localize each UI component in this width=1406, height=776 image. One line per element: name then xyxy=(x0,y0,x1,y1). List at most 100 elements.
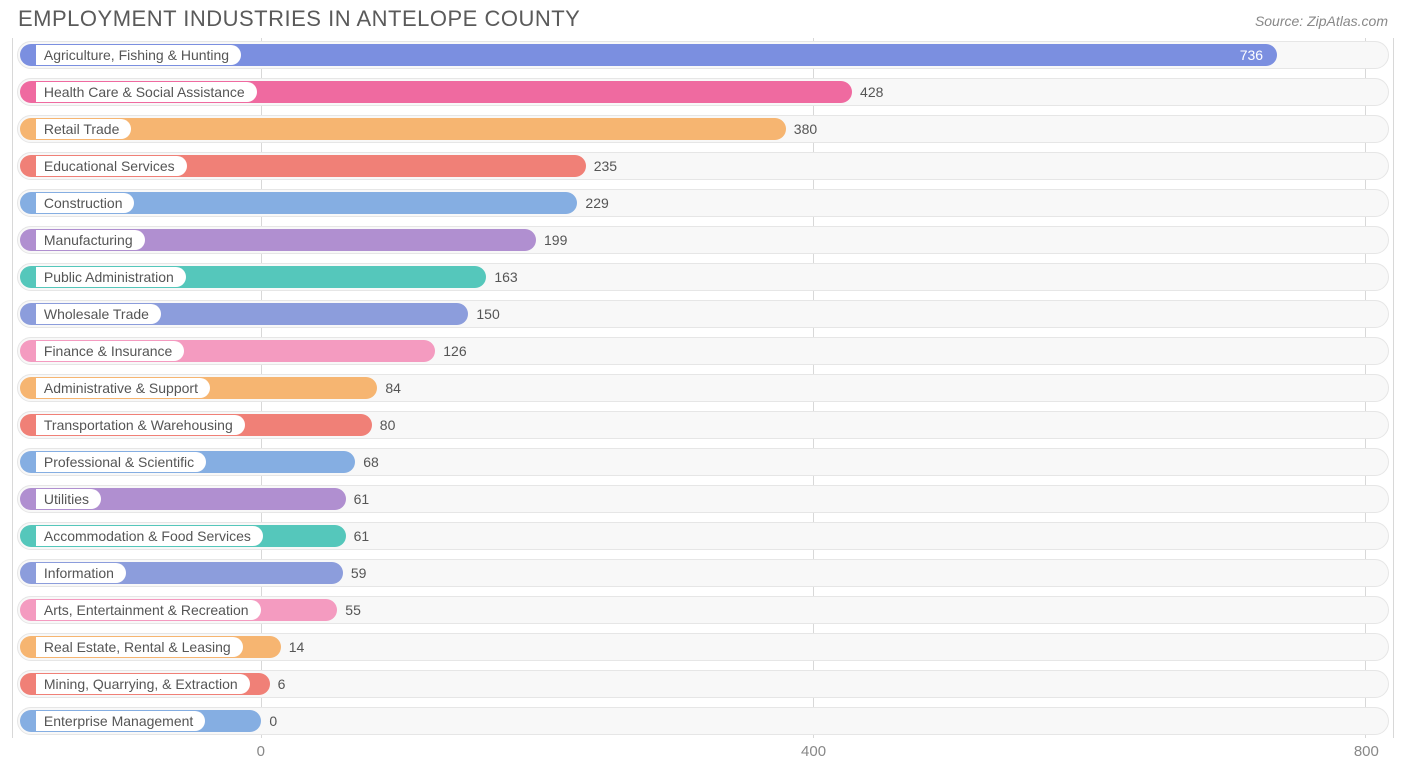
category-label: Arts, Entertainment & Recreation xyxy=(36,600,261,620)
pill-cap xyxy=(26,378,36,398)
bar-row: Accommodation & Food Services 61 xyxy=(13,519,1393,553)
category-label: Manufacturing xyxy=(36,230,145,250)
pill-cap xyxy=(26,489,36,509)
value-label: 199 xyxy=(536,223,567,257)
category-pill: Public Administration xyxy=(26,267,186,287)
pill-cap xyxy=(26,563,36,583)
category-label: Wholesale Trade xyxy=(36,304,161,324)
category-label: Transportation & Warehousing xyxy=(36,415,245,435)
bar-row: Mining, Quarrying, & Extraction 6 xyxy=(13,667,1393,701)
axis-tick: 800 xyxy=(1354,743,1379,760)
bar-row: Arts, Entertainment & Recreation 55 xyxy=(13,593,1393,627)
category-label: Public Administration xyxy=(36,267,186,287)
category-pill: Construction xyxy=(26,193,135,213)
value-label: 59 xyxy=(343,556,367,590)
bar-row: Agriculture, Fishing & Hunting736 xyxy=(13,38,1393,72)
value-label: 163 xyxy=(486,260,517,294)
value-label: 235 xyxy=(586,149,617,183)
pill-cap xyxy=(26,82,36,102)
pill-cap xyxy=(26,526,36,546)
value-label: 14 xyxy=(281,630,305,664)
category-pill: Enterprise Management xyxy=(26,711,205,731)
pill-cap xyxy=(26,600,36,620)
value-label: 0 xyxy=(261,704,277,738)
category-pill: Information xyxy=(26,563,126,583)
bar-row: Transportation & Warehousing 80 xyxy=(13,408,1393,442)
category-label: Information xyxy=(36,563,126,583)
bar-row: Public Administration 163 xyxy=(13,260,1393,294)
category-pill: Manufacturing xyxy=(26,230,145,250)
category-label: Mining, Quarrying, & Extraction xyxy=(36,674,250,694)
category-label: Retail Trade xyxy=(36,119,131,139)
category-pill: Accommodation & Food Services xyxy=(26,526,263,546)
category-pill: Real Estate, Rental & Leasing xyxy=(26,637,243,657)
category-label: Administrative & Support xyxy=(36,378,210,398)
bar-row: Educational Services 235 xyxy=(13,149,1393,183)
chart-title: EMPLOYMENT INDUSTRIES IN ANTELOPE COUNTY xyxy=(18,6,580,32)
pill-cap xyxy=(26,341,36,361)
bar-row: Utilities 61 xyxy=(13,482,1393,516)
category-label: Real Estate, Rental & Leasing xyxy=(36,637,243,657)
value-label: 428 xyxy=(852,75,883,109)
category-pill: Utilities xyxy=(26,489,101,509)
pill-cap xyxy=(26,119,36,139)
chart-area: Agriculture, Fishing & Hunting736 Health … xyxy=(0,36,1406,738)
pill-cap xyxy=(26,193,36,213)
category-pill: Arts, Entertainment & Recreation xyxy=(26,600,261,620)
pill-cap xyxy=(26,674,36,694)
category-pill: Administrative & Support xyxy=(26,378,210,398)
value-label: 380 xyxy=(786,112,817,146)
category-label: Professional & Scientific xyxy=(36,452,206,472)
category-label: Health Care & Social Assistance xyxy=(36,82,257,102)
value-label: 68 xyxy=(355,445,379,479)
bar-row: Real Estate, Rental & Leasing 14 xyxy=(13,630,1393,664)
axis-tick: 0 xyxy=(257,743,265,760)
source-label: Source: xyxy=(1255,13,1303,29)
category-label: Finance & Insurance xyxy=(36,341,184,361)
bar-row: Information 59 xyxy=(13,556,1393,590)
category-label: Educational Services xyxy=(36,156,187,176)
value-label: 150 xyxy=(468,297,499,331)
pill-cap xyxy=(26,452,36,472)
bar-row: Enterprise Management 0 xyxy=(13,704,1393,738)
bar-row: Professional & Scientific 68 xyxy=(13,445,1393,479)
pill-cap xyxy=(26,637,36,657)
bar-row: Wholesale Trade 150 xyxy=(13,297,1393,331)
pill-cap xyxy=(26,156,36,176)
value-label: 736 xyxy=(20,38,1277,72)
category-label: Accommodation & Food Services xyxy=(36,526,263,546)
pill-cap xyxy=(26,230,36,250)
value-label: 55 xyxy=(337,593,361,627)
bar-fill xyxy=(20,118,786,140)
category-pill: Educational Services xyxy=(26,156,187,176)
bar-row: Retail Trade 380 xyxy=(13,112,1393,146)
axis-tick: 400 xyxy=(801,743,826,760)
category-pill: Professional & Scientific xyxy=(26,452,206,472)
bar-row: Construction 229 xyxy=(13,186,1393,220)
pill-cap xyxy=(26,711,36,731)
chart-header: EMPLOYMENT INDUSTRIES IN ANTELOPE COUNTY… xyxy=(0,0,1406,36)
category-label: Construction xyxy=(36,193,135,213)
category-pill: Mining, Quarrying, & Extraction xyxy=(26,674,250,694)
pill-cap xyxy=(26,267,36,287)
category-pill: Finance & Insurance xyxy=(26,341,184,361)
category-pill: Transportation & Warehousing xyxy=(26,415,245,435)
source-value: ZipAtlas.com xyxy=(1307,13,1388,29)
category-label: Utilities xyxy=(36,489,101,509)
pill-cap xyxy=(26,304,36,324)
x-axis: 0 400 800 xyxy=(12,741,1394,769)
category-pill: Wholesale Trade xyxy=(26,304,161,324)
value-label: 126 xyxy=(435,334,466,368)
bar-row: Administrative & Support 84 xyxy=(13,371,1393,405)
pill-cap xyxy=(26,415,36,435)
bar-row: Manufacturing 199 xyxy=(13,223,1393,257)
value-label: 84 xyxy=(377,371,401,405)
value-label: 61 xyxy=(346,519,370,553)
chart-source: Source: ZipAtlas.com xyxy=(1255,13,1388,29)
value-label: 61 xyxy=(346,482,370,516)
value-label: 6 xyxy=(270,667,286,701)
bar-row: Finance & Insurance 126 xyxy=(13,334,1393,368)
category-label: Enterprise Management xyxy=(36,711,205,731)
value-label: 229 xyxy=(577,186,608,220)
value-label: 80 xyxy=(372,408,396,442)
